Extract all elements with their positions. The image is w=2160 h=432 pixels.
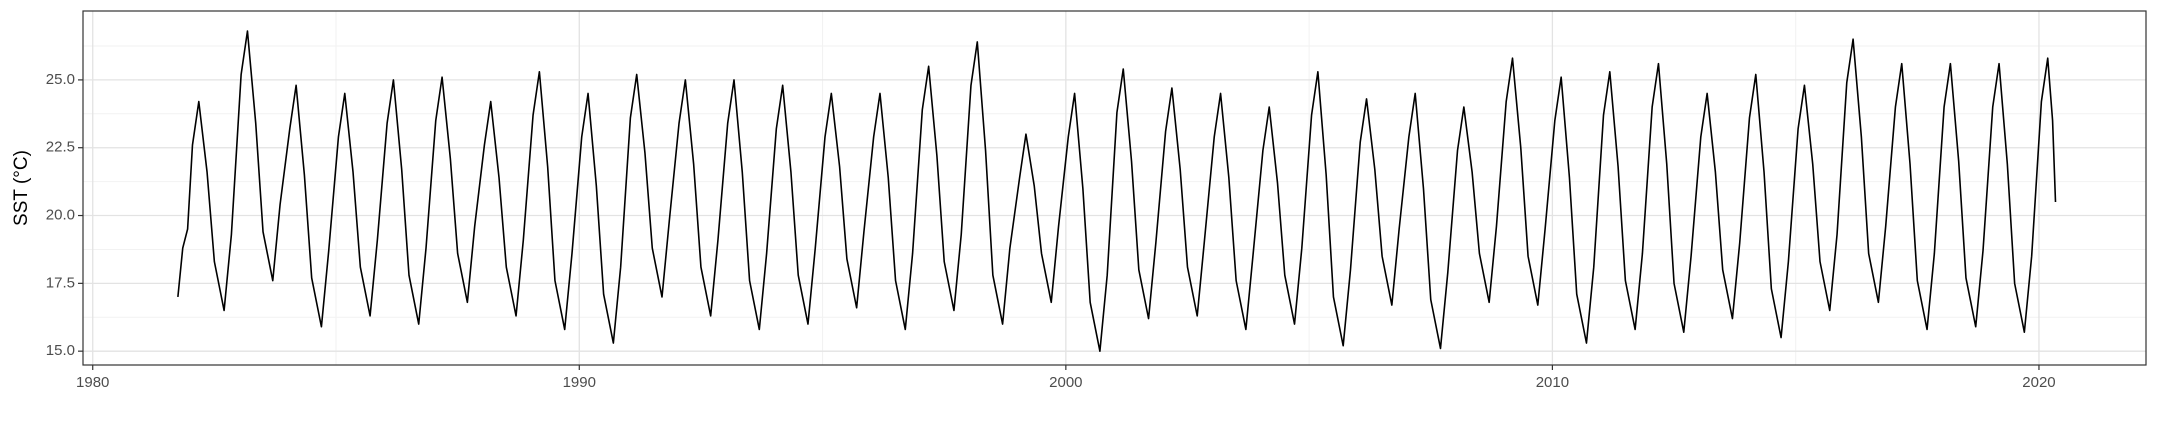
y-tick-label: 22.5 — [46, 139, 75, 156]
y-tick-label: 17.5 — [46, 274, 75, 291]
x-tick-label: 1980 — [76, 374, 109, 391]
axes: 1980 1990 2000 2010 2020 15.0 17.5 20.0 22.5 25.0 — [46, 71, 2056, 391]
y-tick-label: 25.0 — [46, 71, 75, 88]
plot-area — [177, 30, 2057, 352]
y-tick-label: 20.0 — [46, 207, 75, 224]
sst-line — [177, 30, 2057, 352]
x-tick-label: 1990 — [563, 374, 596, 391]
panel-border — [82, 10, 2147, 366]
y-tick-label: 15.0 — [46, 342, 75, 359]
x-tick-label: 2010 — [1536, 374, 1569, 391]
x-tick-label: 2020 — [2022, 374, 2055, 391]
x-tick-label: 2000 — [1049, 374, 1082, 391]
grid — [83, 11, 2146, 365]
y-axis-title: SST (°C) — [11, 150, 32, 226]
